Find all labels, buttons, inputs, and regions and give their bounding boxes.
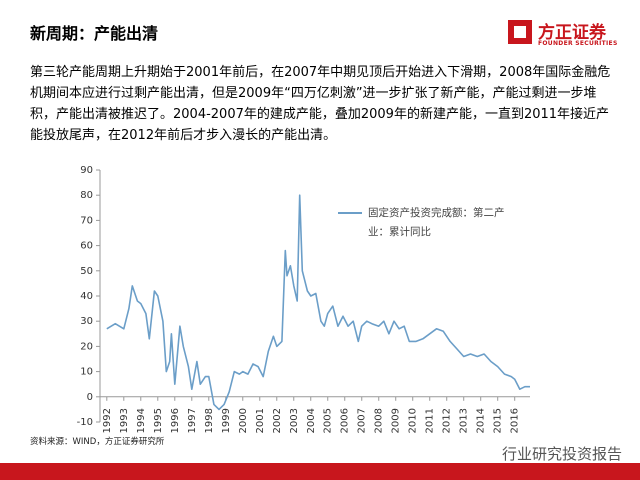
y-tick-label: 90 xyxy=(80,165,93,176)
x-tick-label: 1999 xyxy=(221,408,232,433)
logo-english: FOUNDER SECURITIES xyxy=(538,40,618,47)
x-tick-label: 2009 xyxy=(391,408,402,433)
x-tick-label: 2001 xyxy=(255,408,266,433)
x-tick-label: 1993 xyxy=(119,408,130,433)
y-tick-label: 70 xyxy=(80,215,93,226)
x-tick-label: 2014 xyxy=(476,408,487,433)
x-tick-label: 2008 xyxy=(374,408,385,433)
y-tick-label: 0 xyxy=(87,392,93,403)
bottom-bar xyxy=(0,463,640,480)
y-tick-label: 50 xyxy=(80,266,93,277)
logo-icon xyxy=(508,20,532,44)
logo: 方正证券 FOUNDER SECURITIES xyxy=(508,18,618,54)
x-tick-label: 1998 xyxy=(204,408,215,433)
x-tick-label: 1996 xyxy=(170,408,181,433)
x-tick-label: 2012 xyxy=(442,408,453,433)
paragraph: 第三轮产能周期上升期始于2001年前后，在2007年中期见顶后开始进入下滑期，2… xyxy=(30,65,611,143)
x-tick-label: 2005 xyxy=(323,408,334,433)
data-line xyxy=(106,194,530,411)
watermark: 行业研究投资报告 xyxy=(501,445,622,463)
x-tick-label: 2006 xyxy=(340,408,351,433)
x-tick-label: 2003 xyxy=(289,408,300,433)
y-tick-label: 60 xyxy=(80,241,93,252)
x-tick-label: 2016 xyxy=(510,408,521,433)
x-tick-label: 2002 xyxy=(272,408,283,433)
y-tick-label: 40 xyxy=(80,291,93,302)
y-tick-label: -10 xyxy=(77,417,93,428)
legend: 固定资产投资完成额：第二产业：累计同比 xyxy=(338,204,518,242)
x-tick-label: 1997 xyxy=(187,408,198,433)
x-tick-label: 1994 xyxy=(136,408,147,433)
source-note: 资料来源：WIND，方正证券研究所 xyxy=(30,437,165,447)
y-tick-label: 20 xyxy=(80,341,93,352)
x-tick-label: 2000 xyxy=(238,408,249,433)
x-tick-label: 2011 xyxy=(425,408,436,433)
x-tick-label: 1995 xyxy=(153,408,164,433)
x-tick-label: 2013 xyxy=(459,408,470,433)
legend-label: 固定资产投资完成额：第二产业：累计同比 xyxy=(368,207,505,238)
x-tick-label: 2004 xyxy=(306,408,317,433)
logo-name: 方正证券 xyxy=(538,23,606,43)
y-tick-label: 80 xyxy=(80,190,93,201)
x-tick-label: 1992 xyxy=(102,408,113,433)
x-tick-label: 2015 xyxy=(493,408,504,433)
x-tick-label: 2007 xyxy=(357,408,368,433)
legend-swatch xyxy=(338,212,362,214)
slide-title: 新周期：产能出清 xyxy=(30,24,159,43)
chart: -10 0 10 20 30 40 50 60 70 80 90 1992 1993 1994 1995 19… xyxy=(77,165,530,433)
y-tick-label: 10 xyxy=(80,367,93,378)
x-tick-label: 2010 xyxy=(408,408,419,433)
y-tick-label: 30 xyxy=(80,316,93,327)
